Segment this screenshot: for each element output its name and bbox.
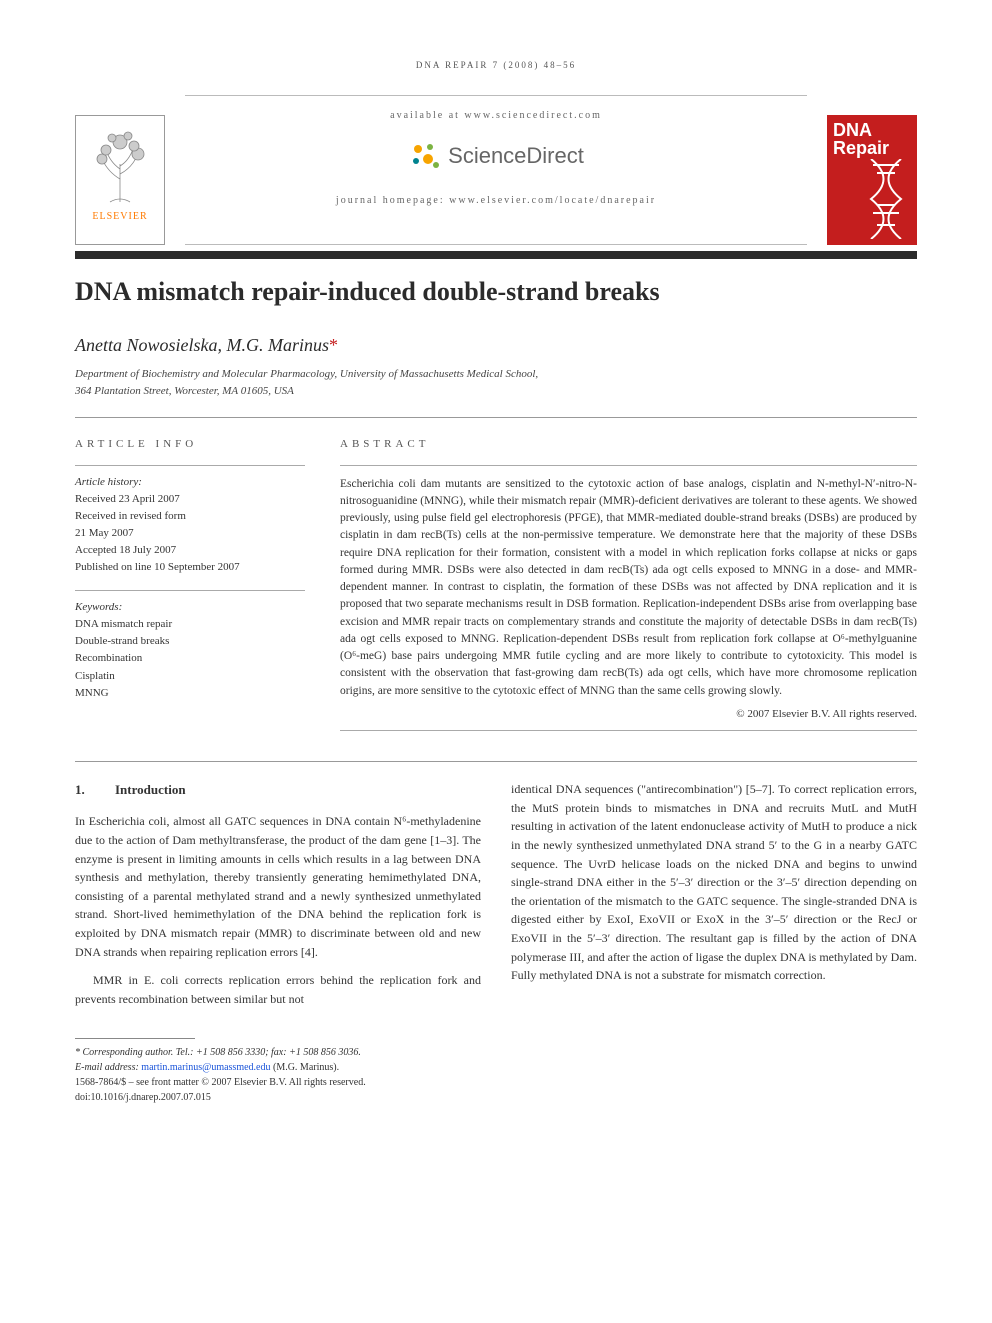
history-revised-l2: 21 May 2007 — [75, 525, 305, 542]
body-paragraph: MMR in E. coli corrects replication erro… — [75, 971, 481, 1008]
footnote-rule — [75, 1038, 195, 1039]
footnote-email: E-mail address: martin.marinus@umassmed.… — [75, 1060, 481, 1075]
horizontal-rule-2 — [75, 761, 917, 762]
body-column-left: 1.Introduction In Escherichia coli, almo… — [75, 780, 481, 1105]
authors-line: Anetta Nowosielska, M.G. Marinus* — [75, 335, 917, 356]
section-number: 1. — [75, 780, 115, 800]
keyword-item: Recombination — [75, 650, 305, 667]
publisher-name: ELSEVIER — [76, 211, 164, 228]
publisher-logo: ELSEVIER — [75, 115, 165, 245]
affiliation-line1: Department of Biochemistry and Molecular… — [75, 366, 917, 383]
journal-cover-name: DNA Repair — [833, 121, 911, 157]
sciencedirect-text: ScienceDirect — [448, 143, 584, 169]
footnote-corresponding: * Corresponding author. Tel.: +1 508 856… — [75, 1045, 481, 1060]
article-title: DNA mismatch repair-induced double-stran… — [75, 277, 917, 307]
history-published: Published on line 10 September 2007 — [75, 559, 305, 576]
body-paragraph: In Escherichia coli, almost all GATC seq… — [75, 812, 481, 961]
info-rule-2 — [75, 590, 305, 591]
horizontal-rule — [75, 417, 917, 418]
keyword-item: Cisplatin — [75, 668, 305, 685]
keywords-label: Keywords: — [75, 599, 305, 616]
article-info-label: ARTICLE INFO — [75, 436, 305, 453]
abstract-text: Escherichia coli dam mutants are sensiti… — [340, 476, 917, 700]
footnote-issn: 1568-7864/$ – see front matter © 2007 El… — [75, 1075, 481, 1090]
corresponding-marker: * — [329, 335, 338, 355]
dna-helix-icon — [861, 159, 911, 239]
journal-homepage-text: journal homepage: www.elsevier.com/locat… — [185, 195, 807, 206]
footnotes: * Corresponding author. Tel.: +1 508 856… — [75, 1045, 481, 1105]
affiliation: Department of Biochemistry and Molecular… — [75, 366, 917, 399]
keyword-item: DNA mismatch repair — [75, 616, 305, 633]
affiliation-line2: 364 Plantation Street, Worcester, MA 016… — [75, 383, 917, 400]
abstract-bottom-rule — [340, 730, 917, 731]
history-accepted: Accepted 18 July 2007 — [75, 542, 305, 559]
masthead: ELSEVIER available at www.sciencedirect.… — [75, 95, 917, 245]
section-heading: 1.Introduction — [75, 780, 481, 800]
sciencedirect-brand: ScienceDirect — [185, 139, 807, 173]
info-abstract-row: ARTICLE INFO Article history: Received 2… — [75, 436, 917, 731]
elsevier-tree-icon — [76, 116, 164, 211]
abstract-rule — [340, 465, 917, 466]
history-revised-l1: Received in revised form — [75, 508, 305, 525]
page-root: DNA REPAIR 7 (2008) 48–56 ELSEVIER avail… — [0, 0, 992, 1155]
keyword-item: Double-strand breaks — [75, 633, 305, 650]
history-label: Article history: — [75, 474, 305, 491]
authors-names: Anetta Nowosielska, M.G. Marinus — [75, 335, 329, 355]
journal-cover: DNA Repair — [827, 115, 917, 245]
history-received: Received 23 April 2007 — [75, 491, 305, 508]
available-at-text: available at www.sciencedirect.com — [185, 110, 807, 121]
masthead-center: available at www.sciencedirect.com Scien… — [185, 95, 807, 245]
abstract-column: ABSTRACT Escherichia coli dam mutants ar… — [340, 436, 917, 731]
body-column-right: identical DNA sequences ("antirecombinat… — [511, 780, 917, 1105]
abstract-copyright: © 2007 Elsevier B.V. All rights reserved… — [340, 706, 917, 723]
body-paragraph: identical DNA sequences ("antirecombinat… — [511, 780, 917, 985]
sciencedirect-icon — [408, 139, 442, 173]
abstract-label: ABSTRACT — [340, 436, 917, 453]
body-columns: 1.Introduction In Escherichia coli, almo… — [75, 780, 917, 1105]
info-rule — [75, 465, 305, 466]
title-divider-bar — [75, 251, 917, 259]
section-title: Introduction — [115, 782, 186, 797]
running-head: DNA REPAIR 7 (2008) 48–56 — [75, 60, 917, 70]
footnote-doi: doi:10.1016/j.dnarep.2007.07.015 — [75, 1090, 481, 1105]
email-link[interactable]: martin.marinus@umassmed.edu — [141, 1062, 270, 1073]
keyword-item: MNNG — [75, 685, 305, 702]
article-info-column: ARTICLE INFO Article history: Received 2… — [75, 436, 305, 731]
